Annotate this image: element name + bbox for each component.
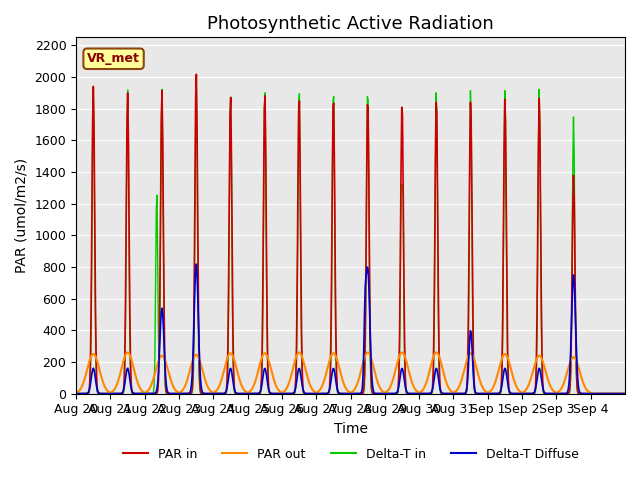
PAR out [124, 349, 131, 355]
PAR out [266, 360, 273, 366]
Delta-T in [588, 391, 595, 396]
Delta-T in [266, 390, 273, 396]
Delta-T in [408, 391, 415, 396]
Delta-T Diffuse [193, 261, 200, 267]
Line: PAR in: PAR in [76, 74, 625, 394]
PAR in [588, 391, 595, 396]
PAR in [621, 391, 629, 396]
Delta-T Diffuse [588, 391, 595, 396]
Legend: PAR in, PAR out, Delta-T in, Delta-T Diffuse: PAR in, PAR out, Delta-T in, Delta-T Dif… [118, 443, 584, 466]
Delta-T Diffuse [408, 391, 415, 396]
PAR in [193, 72, 200, 77]
PAR out [588, 391, 595, 396]
Delta-T in [238, 391, 246, 396]
Y-axis label: PAR (umol/m2/s): PAR (umol/m2/s) [15, 158, 29, 273]
Delta-T Diffuse [286, 391, 294, 396]
Line: Delta-T in: Delta-T in [76, 87, 625, 394]
PAR out [408, 379, 415, 384]
PAR in [266, 389, 273, 395]
PAR in [72, 391, 80, 396]
PAR out [438, 366, 446, 372]
Delta-T in [286, 391, 294, 396]
X-axis label: Time: Time [333, 422, 367, 436]
PAR in [286, 391, 294, 396]
Delta-T Diffuse [72, 391, 80, 396]
PAR out [286, 376, 294, 382]
Delta-T Diffuse [266, 388, 273, 394]
Delta-T Diffuse [621, 391, 629, 396]
PAR in [137, 391, 145, 396]
Text: VR_met: VR_met [87, 52, 140, 65]
Delta-T in [621, 391, 629, 396]
PAR out [238, 384, 246, 390]
Delta-T Diffuse [238, 391, 246, 396]
PAR in [408, 391, 415, 396]
Delta-T Diffuse [438, 390, 446, 396]
PAR in [438, 391, 446, 396]
Delta-T in [438, 391, 446, 396]
PAR out [621, 391, 629, 396]
Delta-T in [193, 84, 200, 90]
Title: Photosynthetic Active Radiation: Photosynthetic Active Radiation [207, 15, 494, 33]
Delta-T in [72, 391, 80, 396]
Delta-T Diffuse [137, 391, 145, 396]
Delta-T in [137, 391, 145, 396]
PAR in [238, 391, 246, 396]
PAR out [72, 390, 80, 396]
PAR out [138, 387, 145, 393]
Line: PAR out: PAR out [76, 352, 625, 394]
Line: Delta-T Diffuse: Delta-T Diffuse [76, 264, 625, 394]
